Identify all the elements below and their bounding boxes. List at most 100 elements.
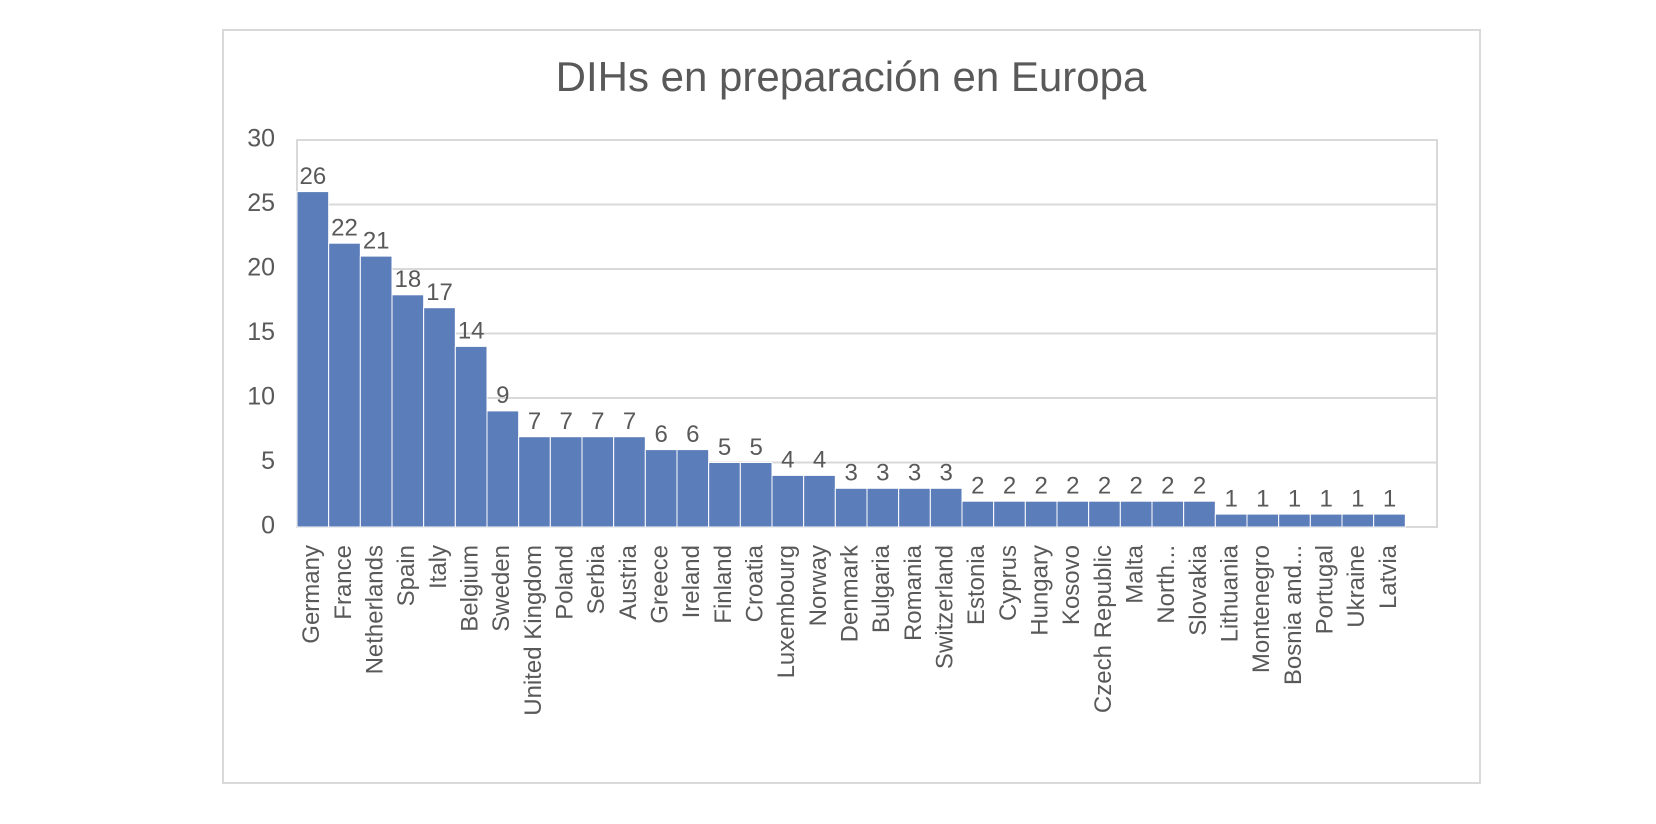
x-tick-label: Denmark	[837, 544, 864, 642]
x-tick-label: Malta	[1122, 544, 1149, 603]
bar	[359, 255, 393, 528]
bar	[1056, 500, 1090, 528]
y-tick-label: 10	[247, 383, 275, 411]
x-tick-label: Bosnia and...	[1280, 545, 1307, 685]
data-label: 7	[528, 408, 541, 435]
bar	[1151, 500, 1185, 528]
y-tick-label: 5	[261, 447, 275, 475]
data-label: 2	[1066, 473, 1079, 500]
bar	[1214, 513, 1248, 528]
x-tick-label: Hungary	[1027, 545, 1054, 636]
bar	[961, 500, 995, 528]
x-tick-label: Ukraine	[1343, 545, 1370, 628]
data-label: 5	[718, 434, 731, 461]
data-label: 7	[591, 408, 604, 435]
data-label: 6	[654, 421, 667, 448]
x-tick-label: Spain	[393, 545, 420, 606]
data-label: 9	[496, 382, 509, 409]
data-label: 2	[1098, 473, 1111, 500]
bar	[898, 487, 931, 528]
bar	[1278, 513, 1311, 528]
bar	[866, 487, 900, 528]
bar	[803, 474, 836, 528]
x-tick-label: Finland	[710, 545, 737, 624]
bar	[1373, 513, 1406, 528]
bar	[708, 462, 741, 528]
bar	[486, 410, 520, 528]
bar	[613, 436, 646, 528]
bar	[391, 294, 425, 528]
data-label: 14	[458, 318, 485, 345]
x-tick-label: Czech Republic	[1090, 545, 1117, 713]
data-label: 21	[363, 227, 390, 254]
x-tick-label: Austria	[615, 544, 642, 619]
data-label: 3	[876, 460, 889, 487]
x-tick-label: Greece	[647, 545, 674, 624]
x-tick-label: Poland	[552, 545, 579, 620]
bar	[1183, 500, 1216, 528]
x-tick-label: Luxembourg	[773, 545, 800, 678]
bar	[929, 487, 963, 528]
data-label: 1	[1288, 485, 1301, 512]
bar	[771, 474, 805, 528]
x-tick-label: France	[330, 545, 357, 620]
bar	[834, 487, 868, 528]
bar	[1024, 500, 1058, 528]
y-tick-label: 0	[261, 512, 275, 540]
data-label: 4	[781, 447, 794, 474]
data-label: 2	[1129, 473, 1142, 500]
bar	[1246, 513, 1280, 528]
data-label: 2	[1034, 473, 1047, 500]
bar	[328, 242, 361, 528]
x-tick-label: Kosovo	[1058, 545, 1085, 625]
x-tick-label: Croatia	[742, 544, 769, 622]
x-tick-label: Cyprus	[995, 545, 1022, 621]
x-tick-label: United Kingdom	[520, 545, 547, 716]
data-label: 7	[559, 408, 572, 435]
data-label: 6	[686, 421, 699, 448]
x-tick-label: Lithuania	[1217, 544, 1244, 642]
bar	[739, 462, 773, 528]
x-tick-label: Sweden	[488, 545, 515, 632]
data-label: 2	[1161, 473, 1174, 500]
data-label: 26	[299, 163, 326, 190]
data-label: 3	[844, 460, 857, 487]
y-tick-label: 30	[247, 125, 275, 153]
data-label: 1	[1256, 485, 1269, 512]
bar	[454, 345, 488, 528]
data-label: 4	[813, 447, 826, 474]
bar	[676, 449, 710, 528]
x-tick-label: Portugal	[1312, 545, 1339, 634]
data-label: 22	[331, 215, 358, 242]
bar	[1088, 500, 1121, 528]
data-label: 17	[426, 279, 453, 306]
chart-title: DIHs en preparación en Europa	[556, 53, 1147, 100]
data-label: 3	[939, 460, 952, 487]
bar	[644, 449, 678, 528]
bar	[581, 436, 615, 528]
x-tick-label: Slovakia	[1185, 544, 1212, 635]
data-label: 1	[1224, 485, 1237, 512]
bar	[518, 436, 551, 528]
data-label: 18	[394, 266, 421, 293]
data-label: 2	[971, 473, 984, 500]
bar	[1119, 500, 1153, 528]
y-tick-label: 15	[247, 318, 275, 346]
data-label: 3	[908, 460, 921, 487]
bar	[423, 307, 456, 528]
x-tick-label: Romania	[900, 544, 927, 641]
x-tick-label: Germany	[298, 545, 325, 644]
bar	[1309, 513, 1343, 528]
x-tick-label: Ireland	[678, 545, 705, 618]
x-tick-label: Belgium	[457, 545, 484, 632]
data-label: 1	[1383, 485, 1396, 512]
bar	[296, 191, 330, 528]
x-tick-label: Montenegro	[1248, 545, 1275, 673]
data-label: 5	[749, 434, 762, 461]
bar	[993, 500, 1026, 528]
data-label: 1	[1351, 485, 1364, 512]
x-tick-label: Italy	[425, 545, 452, 589]
x-tick-label: Serbia	[583, 544, 610, 614]
data-label: 7	[623, 408, 636, 435]
data-label: 1	[1319, 485, 1332, 512]
